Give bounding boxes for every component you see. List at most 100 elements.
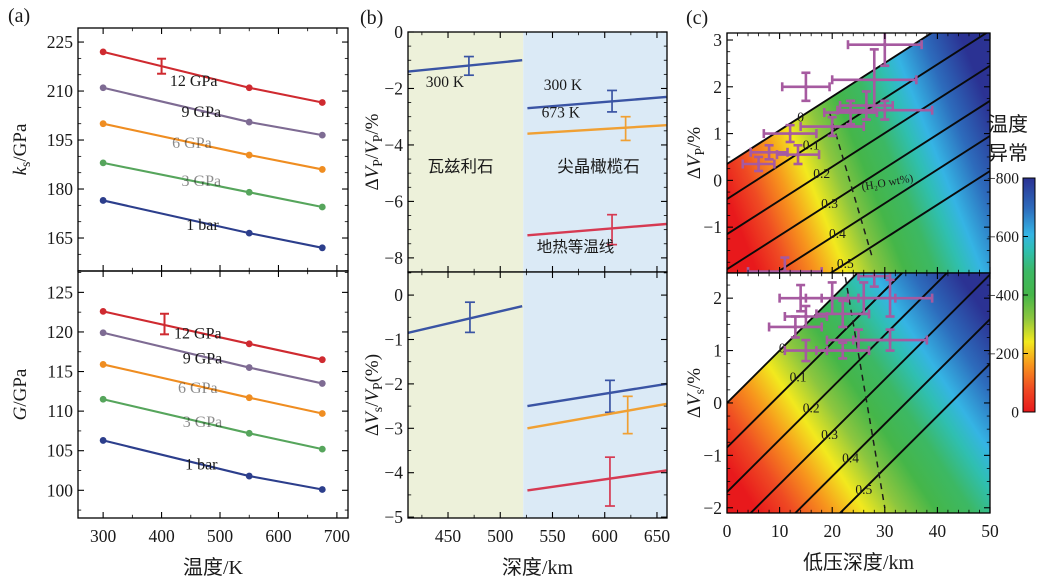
plot-frame <box>407 271 668 519</box>
region-label: 瓦兹利石 <box>428 157 494 176</box>
contour-label: 0.4 <box>842 450 859 465</box>
panel-letter-a: (a) <box>8 5 30 27</box>
data-point <box>99 307 107 315</box>
colorbar-title: 温度 <box>988 113 1028 136</box>
x-tick-label: 0 <box>723 521 732 541</box>
model-line <box>408 59 523 73</box>
series-label: 1 bar <box>185 457 218 474</box>
data-point <box>99 48 107 56</box>
seismic-observation-point <box>767 315 823 339</box>
x-tick-label: 30 <box>876 521 894 541</box>
seismic-observation-point <box>749 143 789 161</box>
data-point <box>245 118 253 126</box>
series-label: 9 GPa <box>182 104 222 121</box>
contour-line <box>727 273 904 449</box>
contour-label: 0.3 <box>821 427 838 442</box>
y-axis-title: ks/GPa <box>10 123 33 175</box>
y-tick-label: 2 <box>713 288 722 308</box>
data-point <box>99 437 107 444</box>
plot-area <box>408 272 667 518</box>
y-axis-title: ΔVP/% <box>684 127 707 180</box>
y-axis-title: ΔVs/VP(%) <box>362 354 385 436</box>
data-point <box>245 84 253 92</box>
y-tick-label: −2 <box>384 374 403 394</box>
y-tick-label: −8 <box>384 248 403 268</box>
plot-frame <box>77 27 349 272</box>
contour-label: 0.4 <box>829 226 846 241</box>
contour-label: 0.2 <box>803 401 820 416</box>
x-tick-label: 450 <box>435 526 462 546</box>
contour-line <box>794 318 990 513</box>
y-tick-label: 0 <box>713 393 722 413</box>
panel-a-top: 12 GPa 9 GPa 6 GPa 3 GPa 1 bar 225 210 195 180 16… <box>10 27 349 272</box>
plot-frame <box>726 272 991 514</box>
region-label: 尖晶橄榄石 <box>557 157 640 176</box>
y-tick-label: 1 <box>713 124 722 144</box>
y-tick-label: −1 <box>703 217 722 237</box>
data-point <box>318 356 326 364</box>
data-point <box>99 395 107 403</box>
contour-line <box>727 64 990 235</box>
seismic-observation-point <box>846 33 923 68</box>
x-tick-label: 600 <box>592 526 619 546</box>
data-point <box>318 410 326 417</box>
series-label: 12 GPa <box>170 73 218 90</box>
phase-region <box>408 272 524 518</box>
y-tick-label: −5 <box>384 507 403 527</box>
y-axis-title: ΔVs/% <box>684 368 707 418</box>
line-label: 地热等温线 <box>537 238 615 256</box>
contour-label: 0.1 <box>790 369 807 384</box>
y-tick-label: −6 <box>384 191 403 211</box>
data-point <box>318 445 326 453</box>
line-label: 300 K <box>426 74 465 91</box>
y-tick-label: 180 <box>47 179 74 199</box>
model-line <box>527 382 667 408</box>
y-tick-label: −2 <box>703 498 722 518</box>
x-tick-label: 10 <box>771 521 789 541</box>
series-label: 6 GPa <box>178 380 218 397</box>
panel-a-bot: 12 GPa 9 GPa 6 GPa 3 GPa 1 bar 125 120 115 110 10… <box>10 270 350 579</box>
model-line <box>527 469 667 492</box>
x-axis-title: 低压深度/km <box>803 551 915 574</box>
contour-line <box>727 100 990 271</box>
y-tick-label: 195 <box>47 130 74 150</box>
series-label: 9 GPa <box>183 351 223 368</box>
contour-label: 0.5 <box>837 256 854 271</box>
seismic-observation-point <box>775 143 821 166</box>
y-tick-label: −2 <box>384 78 403 98</box>
y-tick-label: 0 <box>713 170 722 190</box>
panel-b-top: 300 K 300 K 673 K 地热等温线 瓦兹利石 尖晶橄榄石 0 −2 −4 −6 −8 ΔV… <box>362 22 668 273</box>
model-line <box>527 95 667 110</box>
data-point <box>245 229 253 237</box>
data-point <box>318 131 326 139</box>
seismic-observation-point <box>815 341 871 360</box>
plot-frame <box>77 270 349 519</box>
x-tick-label: 300 <box>90 526 117 546</box>
y-tick-label: −3 <box>384 418 403 438</box>
model-line <box>527 402 667 430</box>
data-point <box>245 364 253 371</box>
data-point <box>318 166 326 173</box>
data-point <box>99 329 107 337</box>
y-tick-label: 0 <box>394 22 403 42</box>
series-label: 3 GPa <box>183 414 223 431</box>
colorbar-title: 异常 <box>988 142 1028 165</box>
data-point <box>99 84 107 92</box>
colorbar-tick-label: −200 <box>987 346 1019 363</box>
seismic-observation-point <box>846 278 934 318</box>
plot-area: 0 0.1 0.20.3 0.4 0.5 <box>727 273 990 513</box>
y-tick-label: −1 <box>703 445 722 465</box>
data-point <box>318 380 326 387</box>
y-axis-title: G/GPa <box>10 368 31 420</box>
contour-label: 0.1 <box>803 138 820 153</box>
contour-line <box>749 273 990 513</box>
seismic-observation-point <box>836 99 934 121</box>
colorbar-tick-label: −800 <box>987 171 1019 188</box>
contour-line <box>828 170 990 273</box>
y-tick-label: −1 <box>384 329 403 349</box>
model-line <box>527 222 667 237</box>
x-tick-label: 500 <box>487 526 514 546</box>
contour-label: 0.2 <box>813 166 830 181</box>
